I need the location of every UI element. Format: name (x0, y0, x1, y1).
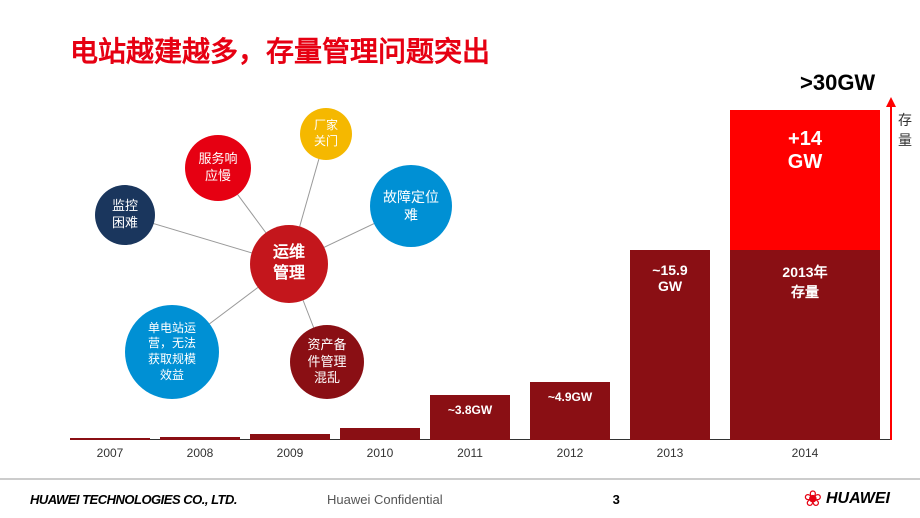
bubble-node: 厂家关门 (300, 108, 352, 160)
bar: ~3.8GW (430, 395, 510, 440)
x-axis-label: 2013 (630, 446, 710, 460)
x-axis-label: 2014 (730, 446, 880, 460)
bar-value-label: ~3.8GW (430, 403, 510, 417)
x-axis-label: 2009 (250, 446, 330, 460)
chart-top-label: >30GW (800, 70, 875, 96)
bar-value-label: ~15.9GW (630, 262, 710, 294)
footer-company: HUAWEI TECHNOLOGIES CO., LTD. (30, 492, 237, 507)
bar: ~15.9GW (630, 250, 710, 440)
bubble-node: 故障定位难 (370, 165, 452, 247)
bubble-node: 资产备件管理混乱 (290, 325, 364, 399)
bar-value-label: 2013年存量 (730, 262, 880, 302)
x-axis-label: 2008 (160, 446, 240, 460)
huawei-logo-text: HUAWEI (826, 490, 890, 508)
bubble-node: 服务响应慢 (185, 135, 251, 201)
x-axis-label: 2011 (430, 446, 510, 460)
bar-value-label: ~4.9GW (530, 390, 610, 404)
x-axis-label: 2010 (340, 446, 420, 460)
bubble-node: 监控困难 (95, 185, 155, 245)
bar: ~4.9GW (530, 382, 610, 440)
x-axis-label: 2012 (530, 446, 610, 460)
bar (250, 434, 330, 440)
y-axis-arrow (890, 105, 892, 440)
bar-2014-lower: 2013年存量 (730, 250, 880, 440)
bubble-diagram: 监控困难服务响应慢厂家关门故障定位难资产备件管理混乱单电站运营，无法获取规模效益… (60, 80, 480, 420)
bar-2014-upper: +14GW (730, 110, 880, 250)
x-axis-label: 2007 (70, 446, 150, 460)
bar (160, 437, 240, 440)
footer-confidential: Huawei Confidential (327, 492, 443, 507)
bar-chart: >30GW 存量 2007200820092010~3.8GW2011~4.9G… (500, 80, 900, 460)
bar (340, 428, 420, 440)
footer: HUAWEI TECHNOLOGIES CO., LTD. Huawei Con… (0, 478, 920, 518)
bubble-center: 运维管理 (250, 225, 328, 303)
bar (70, 438, 150, 440)
huawei-logo: ❀ HUAWEI (804, 486, 890, 512)
bubble-node: 单电站运营，无法获取规模效益 (125, 305, 219, 399)
footer-page-number: 3 (613, 492, 620, 507)
chart-side-label: 存量 (898, 110, 912, 150)
huawei-logo-icon: ❀ (804, 486, 820, 512)
slide-title: 电站越建越多，存量管理问题突出 (70, 30, 490, 70)
bar-value-label: +14GW (730, 128, 880, 174)
